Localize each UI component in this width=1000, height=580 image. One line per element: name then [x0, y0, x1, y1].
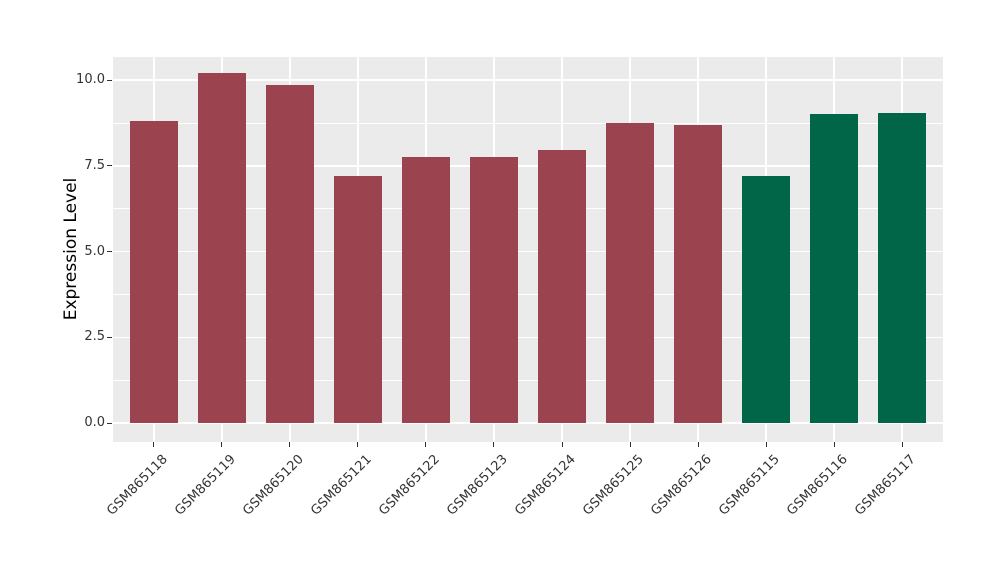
x-tick-label: GSM865120 [239, 452, 307, 519]
bar [266, 85, 314, 423]
y-tick-label: 5.0 [84, 243, 105, 259]
bar [538, 150, 586, 423]
x-tick-mark [221, 442, 223, 447]
bar [606, 123, 654, 423]
x-tick-label: GSM865116 [784, 452, 851, 519]
x-tick-label: GSM865115 [716, 452, 783, 519]
x-tick-label: GSM865125 [580, 452, 647, 519]
x-tick-label: GSM865118 [103, 452, 171, 519]
x-tick-mark [833, 442, 835, 447]
bar [878, 112, 926, 423]
y-tick-label: 10.0 [76, 72, 105, 88]
x-tick-mark [493, 442, 495, 447]
x-tick-label: GSM865123 [444, 452, 511, 519]
gridline-minor [113, 122, 943, 124]
bar [334, 176, 382, 423]
bar [742, 176, 790, 423]
bar [810, 114, 858, 423]
y-tick-label: 0.0 [84, 415, 105, 430]
plot-panel [113, 57, 943, 442]
x-tick-label: GSM865126 [648, 452, 715, 519]
x-tick-mark [629, 442, 631, 447]
bar [674, 124, 722, 423]
y-tick-mark [107, 165, 112, 167]
gridline-minor [113, 293, 943, 295]
y-tick-label: 7.5 [84, 157, 105, 173]
y-tick-mark [107, 79, 112, 81]
y-tick-mark [107, 251, 112, 253]
gridline-minor [113, 208, 943, 210]
gridline-major [113, 165, 943, 167]
gridline-major [113, 422, 943, 424]
x-tick-mark [425, 442, 427, 447]
y-tick-label: 2.5 [84, 329, 105, 345]
x-tick-mark [561, 442, 563, 447]
x-tick-label: GSM865117 [852, 452, 919, 519]
x-tick-label: GSM865119 [171, 452, 239, 519]
x-tick-mark [765, 442, 767, 447]
bar [402, 157, 450, 423]
x-tick-label: GSM865121 [307, 452, 375, 519]
y-tick-mark [107, 336, 112, 338]
bar [130, 121, 178, 423]
x-tick-mark [289, 442, 291, 447]
x-tick-mark [357, 442, 359, 447]
x-tick-mark [901, 442, 903, 447]
gridline-major [113, 336, 943, 339]
x-tick-mark [153, 442, 155, 447]
x-tick-label: GSM865122 [375, 452, 443, 519]
x-tick-label: GSM865124 [512, 452, 579, 519]
gridline-minor [113, 379, 943, 381]
x-tick-mark [697, 442, 699, 447]
gridline-major [113, 79, 943, 81]
y-tick-mark [107, 422, 112, 424]
bar [198, 73, 246, 423]
bar [470, 157, 518, 423]
gridline-major [113, 250, 943, 253]
